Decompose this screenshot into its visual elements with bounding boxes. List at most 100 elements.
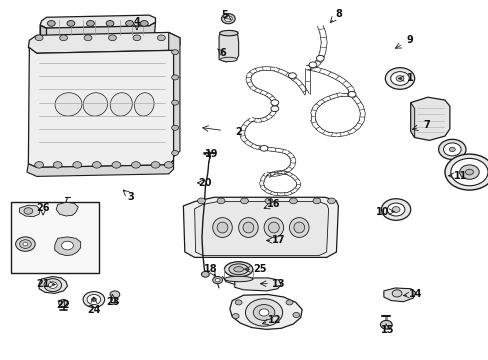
Ellipse shape xyxy=(381,199,410,220)
Ellipse shape xyxy=(264,198,272,204)
Text: 23: 23 xyxy=(106,297,120,307)
Ellipse shape xyxy=(444,154,488,190)
Polygon shape xyxy=(20,205,40,217)
Ellipse shape xyxy=(110,93,132,116)
Ellipse shape xyxy=(288,73,296,78)
Ellipse shape xyxy=(171,50,178,55)
Polygon shape xyxy=(410,103,414,138)
Ellipse shape xyxy=(20,240,31,248)
Ellipse shape xyxy=(212,217,232,238)
Ellipse shape xyxy=(448,147,454,152)
Ellipse shape xyxy=(450,158,487,186)
Ellipse shape xyxy=(465,169,472,175)
Ellipse shape xyxy=(459,165,478,179)
Ellipse shape xyxy=(110,291,120,298)
Text: 11: 11 xyxy=(453,171,467,181)
Ellipse shape xyxy=(217,198,224,204)
Ellipse shape xyxy=(270,106,278,112)
Ellipse shape xyxy=(171,100,178,105)
Polygon shape xyxy=(383,288,415,302)
Text: 8: 8 xyxy=(334,9,341,19)
Ellipse shape xyxy=(385,68,414,89)
Ellipse shape xyxy=(245,299,282,326)
Ellipse shape xyxy=(35,162,43,168)
Polygon shape xyxy=(165,32,180,158)
Ellipse shape xyxy=(395,76,403,81)
Ellipse shape xyxy=(238,217,258,238)
Ellipse shape xyxy=(293,222,304,233)
Ellipse shape xyxy=(289,198,297,204)
Polygon shape xyxy=(55,237,81,256)
Text: 18: 18 xyxy=(204,264,218,274)
Ellipse shape xyxy=(220,57,237,62)
Ellipse shape xyxy=(260,145,267,151)
Ellipse shape xyxy=(35,35,43,41)
Ellipse shape xyxy=(133,35,141,41)
Ellipse shape xyxy=(67,21,75,26)
Ellipse shape xyxy=(391,207,399,212)
Text: 16: 16 xyxy=(266,199,280,210)
Ellipse shape xyxy=(197,198,205,204)
Text: 5: 5 xyxy=(221,10,228,20)
Polygon shape xyxy=(40,25,46,39)
Ellipse shape xyxy=(134,93,154,116)
Text: 15: 15 xyxy=(380,325,393,336)
Ellipse shape xyxy=(171,150,178,156)
Ellipse shape xyxy=(106,21,114,26)
Text: 1: 1 xyxy=(407,73,413,84)
Ellipse shape xyxy=(308,62,316,68)
Polygon shape xyxy=(229,294,302,329)
Ellipse shape xyxy=(47,21,55,26)
Ellipse shape xyxy=(83,292,104,307)
Ellipse shape xyxy=(268,222,279,233)
Ellipse shape xyxy=(171,75,178,80)
Text: 25: 25 xyxy=(253,264,266,274)
Ellipse shape xyxy=(59,300,68,307)
Ellipse shape xyxy=(327,198,335,204)
Ellipse shape xyxy=(380,320,391,329)
Text: 21: 21 xyxy=(36,279,50,289)
Ellipse shape xyxy=(23,242,28,246)
Ellipse shape xyxy=(219,31,238,36)
Ellipse shape xyxy=(73,162,81,168)
Ellipse shape xyxy=(61,241,73,250)
Polygon shape xyxy=(39,276,67,293)
Ellipse shape xyxy=(232,314,239,319)
Ellipse shape xyxy=(312,198,320,204)
Ellipse shape xyxy=(53,162,62,168)
Text: 9: 9 xyxy=(406,35,412,45)
Polygon shape xyxy=(40,22,155,39)
Ellipse shape xyxy=(91,298,96,301)
Polygon shape xyxy=(40,15,155,28)
Text: 14: 14 xyxy=(408,289,422,300)
Text: 6: 6 xyxy=(219,48,225,58)
Ellipse shape xyxy=(108,35,116,41)
Polygon shape xyxy=(183,197,338,257)
Ellipse shape xyxy=(438,139,465,159)
Ellipse shape xyxy=(83,93,107,116)
Ellipse shape xyxy=(259,309,268,316)
Ellipse shape xyxy=(221,14,235,24)
Text: 7: 7 xyxy=(422,120,429,130)
Ellipse shape xyxy=(270,100,278,105)
Ellipse shape xyxy=(112,162,121,168)
Ellipse shape xyxy=(151,162,160,168)
Ellipse shape xyxy=(215,278,220,282)
Polygon shape xyxy=(194,202,328,256)
Ellipse shape xyxy=(289,217,308,238)
Ellipse shape xyxy=(235,300,242,305)
Ellipse shape xyxy=(386,203,404,216)
Ellipse shape xyxy=(443,143,460,156)
Text: 12: 12 xyxy=(267,315,281,325)
Ellipse shape xyxy=(92,162,101,168)
Ellipse shape xyxy=(253,305,274,320)
Text: 17: 17 xyxy=(271,235,285,246)
Ellipse shape xyxy=(60,35,67,41)
Ellipse shape xyxy=(157,35,165,41)
Ellipse shape xyxy=(224,276,252,282)
Text: 10: 10 xyxy=(375,207,388,217)
Ellipse shape xyxy=(48,282,57,288)
Ellipse shape xyxy=(285,300,292,305)
Ellipse shape xyxy=(164,162,173,168)
Text: 24: 24 xyxy=(87,305,101,315)
